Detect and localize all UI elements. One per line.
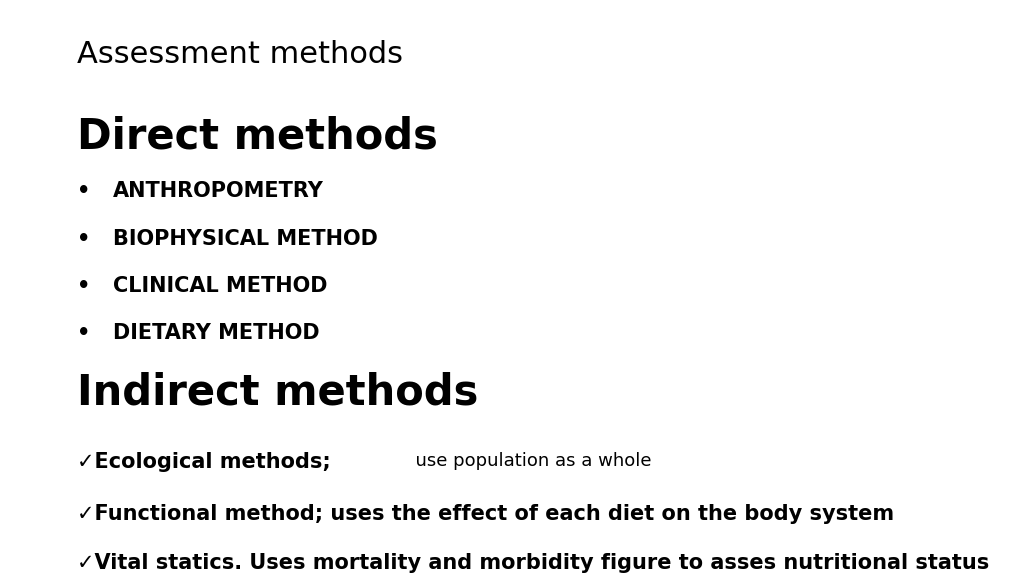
Text: •: •	[77, 229, 90, 249]
Text: use population as a whole: use population as a whole	[404, 452, 651, 470]
Text: DIETARY METHOD: DIETARY METHOD	[113, 323, 319, 343]
Text: •: •	[77, 181, 90, 202]
Text: ✓Functional method; uses the effect of each diet on the body system: ✓Functional method; uses the effect of e…	[77, 504, 894, 524]
Text: ✓Ecological methods;: ✓Ecological methods;	[77, 452, 331, 472]
Text: •: •	[77, 323, 90, 343]
Text: •: •	[77, 276, 90, 296]
Text: Direct methods: Direct methods	[77, 115, 437, 157]
Text: CLINICAL METHOD: CLINICAL METHOD	[113, 276, 327, 296]
Text: Indirect methods: Indirect methods	[77, 372, 478, 414]
Text: BIOPHYSICAL METHOD: BIOPHYSICAL METHOD	[113, 229, 378, 249]
Text: ANTHROPOMETRY: ANTHROPOMETRY	[113, 181, 324, 202]
Text: Assessment methods: Assessment methods	[77, 40, 402, 69]
Text: ✓Vital statics. Uses mortality and morbidity figure to asses nutritional status: ✓Vital statics. Uses mortality and morbi…	[77, 553, 989, 573]
